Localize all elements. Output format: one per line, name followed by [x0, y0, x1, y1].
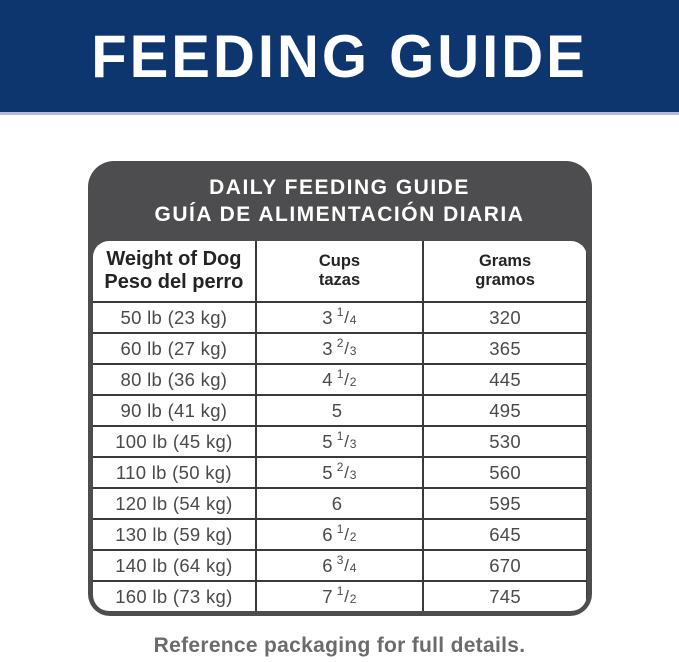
- cups-whole: 5: [322, 430, 333, 452]
- cups-cell: 6 1/2: [257, 520, 422, 549]
- cups-fraction-denominator: 4: [349, 560, 357, 575]
- cups-whole: 3: [322, 337, 333, 359]
- column-header-weight: Weight of Dog Peso del perro: [92, 241, 256, 301]
- grams-cell: 445: [423, 365, 587, 394]
- cups-fraction-slash: /: [344, 524, 350, 544]
- column-header-grams-en: Grams: [478, 252, 532, 271]
- cups-cell: 7 1/2: [257, 582, 422, 611]
- cups-fraction-slash: /: [344, 307, 350, 327]
- weight-cell: 160 lb (73 kg): [92, 582, 256, 611]
- cups-cell: 6: [257, 489, 422, 518]
- banner-title: FEEDING GUIDE: [91, 22, 588, 90]
- cups-fraction-denominator: 2: [349, 529, 357, 544]
- weight-cell: 110 lb (50 kg): [92, 458, 256, 487]
- column-header-grams-es: gramos: [475, 271, 535, 289]
- cups-fraction-numerator: 1: [336, 583, 344, 598]
- cups-fraction-numerator: 1: [336, 366, 344, 381]
- cups-fraction-slash: /: [344, 369, 350, 389]
- cups-fraction-numerator: 1: [336, 521, 344, 536]
- column-header-cups-en: Cups: [318, 252, 361, 271]
- cups-fraction-denominator: 3: [349, 467, 357, 482]
- cups-fraction-denominator: 4: [349, 312, 357, 327]
- cups-whole: 6: [322, 523, 333, 545]
- grams-cell: 560: [423, 458, 587, 487]
- cups-whole: 5: [331, 399, 343, 421]
- grams-cell: 645: [423, 520, 587, 549]
- cups-whole: 3: [322, 306, 333, 328]
- footer-note: Reference packaging for full details.: [153, 634, 526, 657]
- weight-cell: 100 lb (45 kg): [92, 427, 256, 456]
- grams-cell: 530: [423, 427, 587, 456]
- cups-whole: 6: [331, 492, 343, 514]
- cups-cell: 4 1/2: [257, 365, 422, 394]
- cups-cell: 3 2/3: [257, 334, 422, 363]
- grams-cell: 365: [423, 334, 587, 363]
- cups-fraction-denominator: 3: [349, 343, 357, 358]
- cups-cell: 5 2/3: [257, 458, 422, 487]
- cups-fraction-slash: /: [344, 431, 350, 451]
- weight-cell: 90 lb (41 kg): [92, 396, 256, 425]
- cups-cell: 6 3/4: [257, 551, 422, 580]
- weight-cell: 50 lb (23 kg): [92, 303, 256, 332]
- cups-fraction-slash: /: [344, 555, 350, 575]
- guide-title: DAILY FEEDING GUIDE GUÍA DE ALIMENTACIÓN…: [93, 161, 587, 241]
- cups-fraction-numerator: 1: [336, 304, 344, 319]
- daily-feeding-guide-card: DAILY FEEDING GUIDE GUÍA DE ALIMENTACIÓN…: [87, 161, 592, 616]
- grams-cell: 320: [423, 303, 587, 332]
- cups-fraction-denominator: 2: [349, 374, 357, 389]
- cups-fraction-slash: /: [344, 338, 350, 358]
- cups-fraction-slash: /: [344, 462, 350, 482]
- column-header-cups: Cups tazas: [257, 241, 422, 301]
- cups-fraction-numerator: 1: [336, 428, 344, 443]
- column-header-cups-es: tazas: [318, 271, 361, 289]
- cups-fraction-numerator: 2: [336, 335, 344, 350]
- weight-cell: 130 lb (59 kg): [92, 520, 256, 549]
- cups-whole: 7: [322, 585, 333, 607]
- grams-cell: 495: [423, 396, 587, 425]
- feeding-guide-banner: FEEDING GUIDE: [0, 0, 679, 115]
- cups-fraction-denominator: 2: [349, 591, 357, 606]
- feeding-table: Weight of Dog Peso del perro Cups tazas …: [92, 241, 587, 611]
- column-header-grams: Grams gramos: [423, 241, 587, 301]
- weight-cell: 120 lb (54 kg): [92, 489, 256, 518]
- guide-title-english: DAILY FEEDING GUIDE: [209, 175, 470, 199]
- weight-cell: 140 lb (64 kg): [92, 551, 256, 580]
- grams-cell: 670: [423, 551, 587, 580]
- column-header-weight-es: Peso del perro: [104, 271, 244, 293]
- cups-fraction-numerator: 3: [336, 552, 344, 567]
- cups-whole: 6: [322, 554, 333, 576]
- cups-fraction-slash: /: [344, 586, 350, 606]
- guide-title-spanish: GUÍA DE ALIMENTACIÓN DIARIA: [154, 203, 525, 226]
- column-header-weight-en: Weight of Dog: [106, 248, 242, 270]
- cups-fraction-numerator: 2: [336, 459, 344, 474]
- cups-whole: 4: [322, 368, 333, 390]
- cups-cell: 3 1/4: [257, 303, 422, 332]
- cups-fraction-denominator: 3: [349, 436, 357, 451]
- cups-whole: 5: [322, 461, 333, 483]
- cups-cell: 5 1/3: [257, 427, 422, 456]
- cups-cell: 5: [257, 396, 422, 425]
- grams-cell: 595: [423, 489, 587, 518]
- weight-cell: 80 lb (36 kg): [92, 365, 256, 394]
- weight-cell: 60 lb (27 kg): [92, 334, 256, 363]
- grams-cell: 745: [423, 582, 587, 611]
